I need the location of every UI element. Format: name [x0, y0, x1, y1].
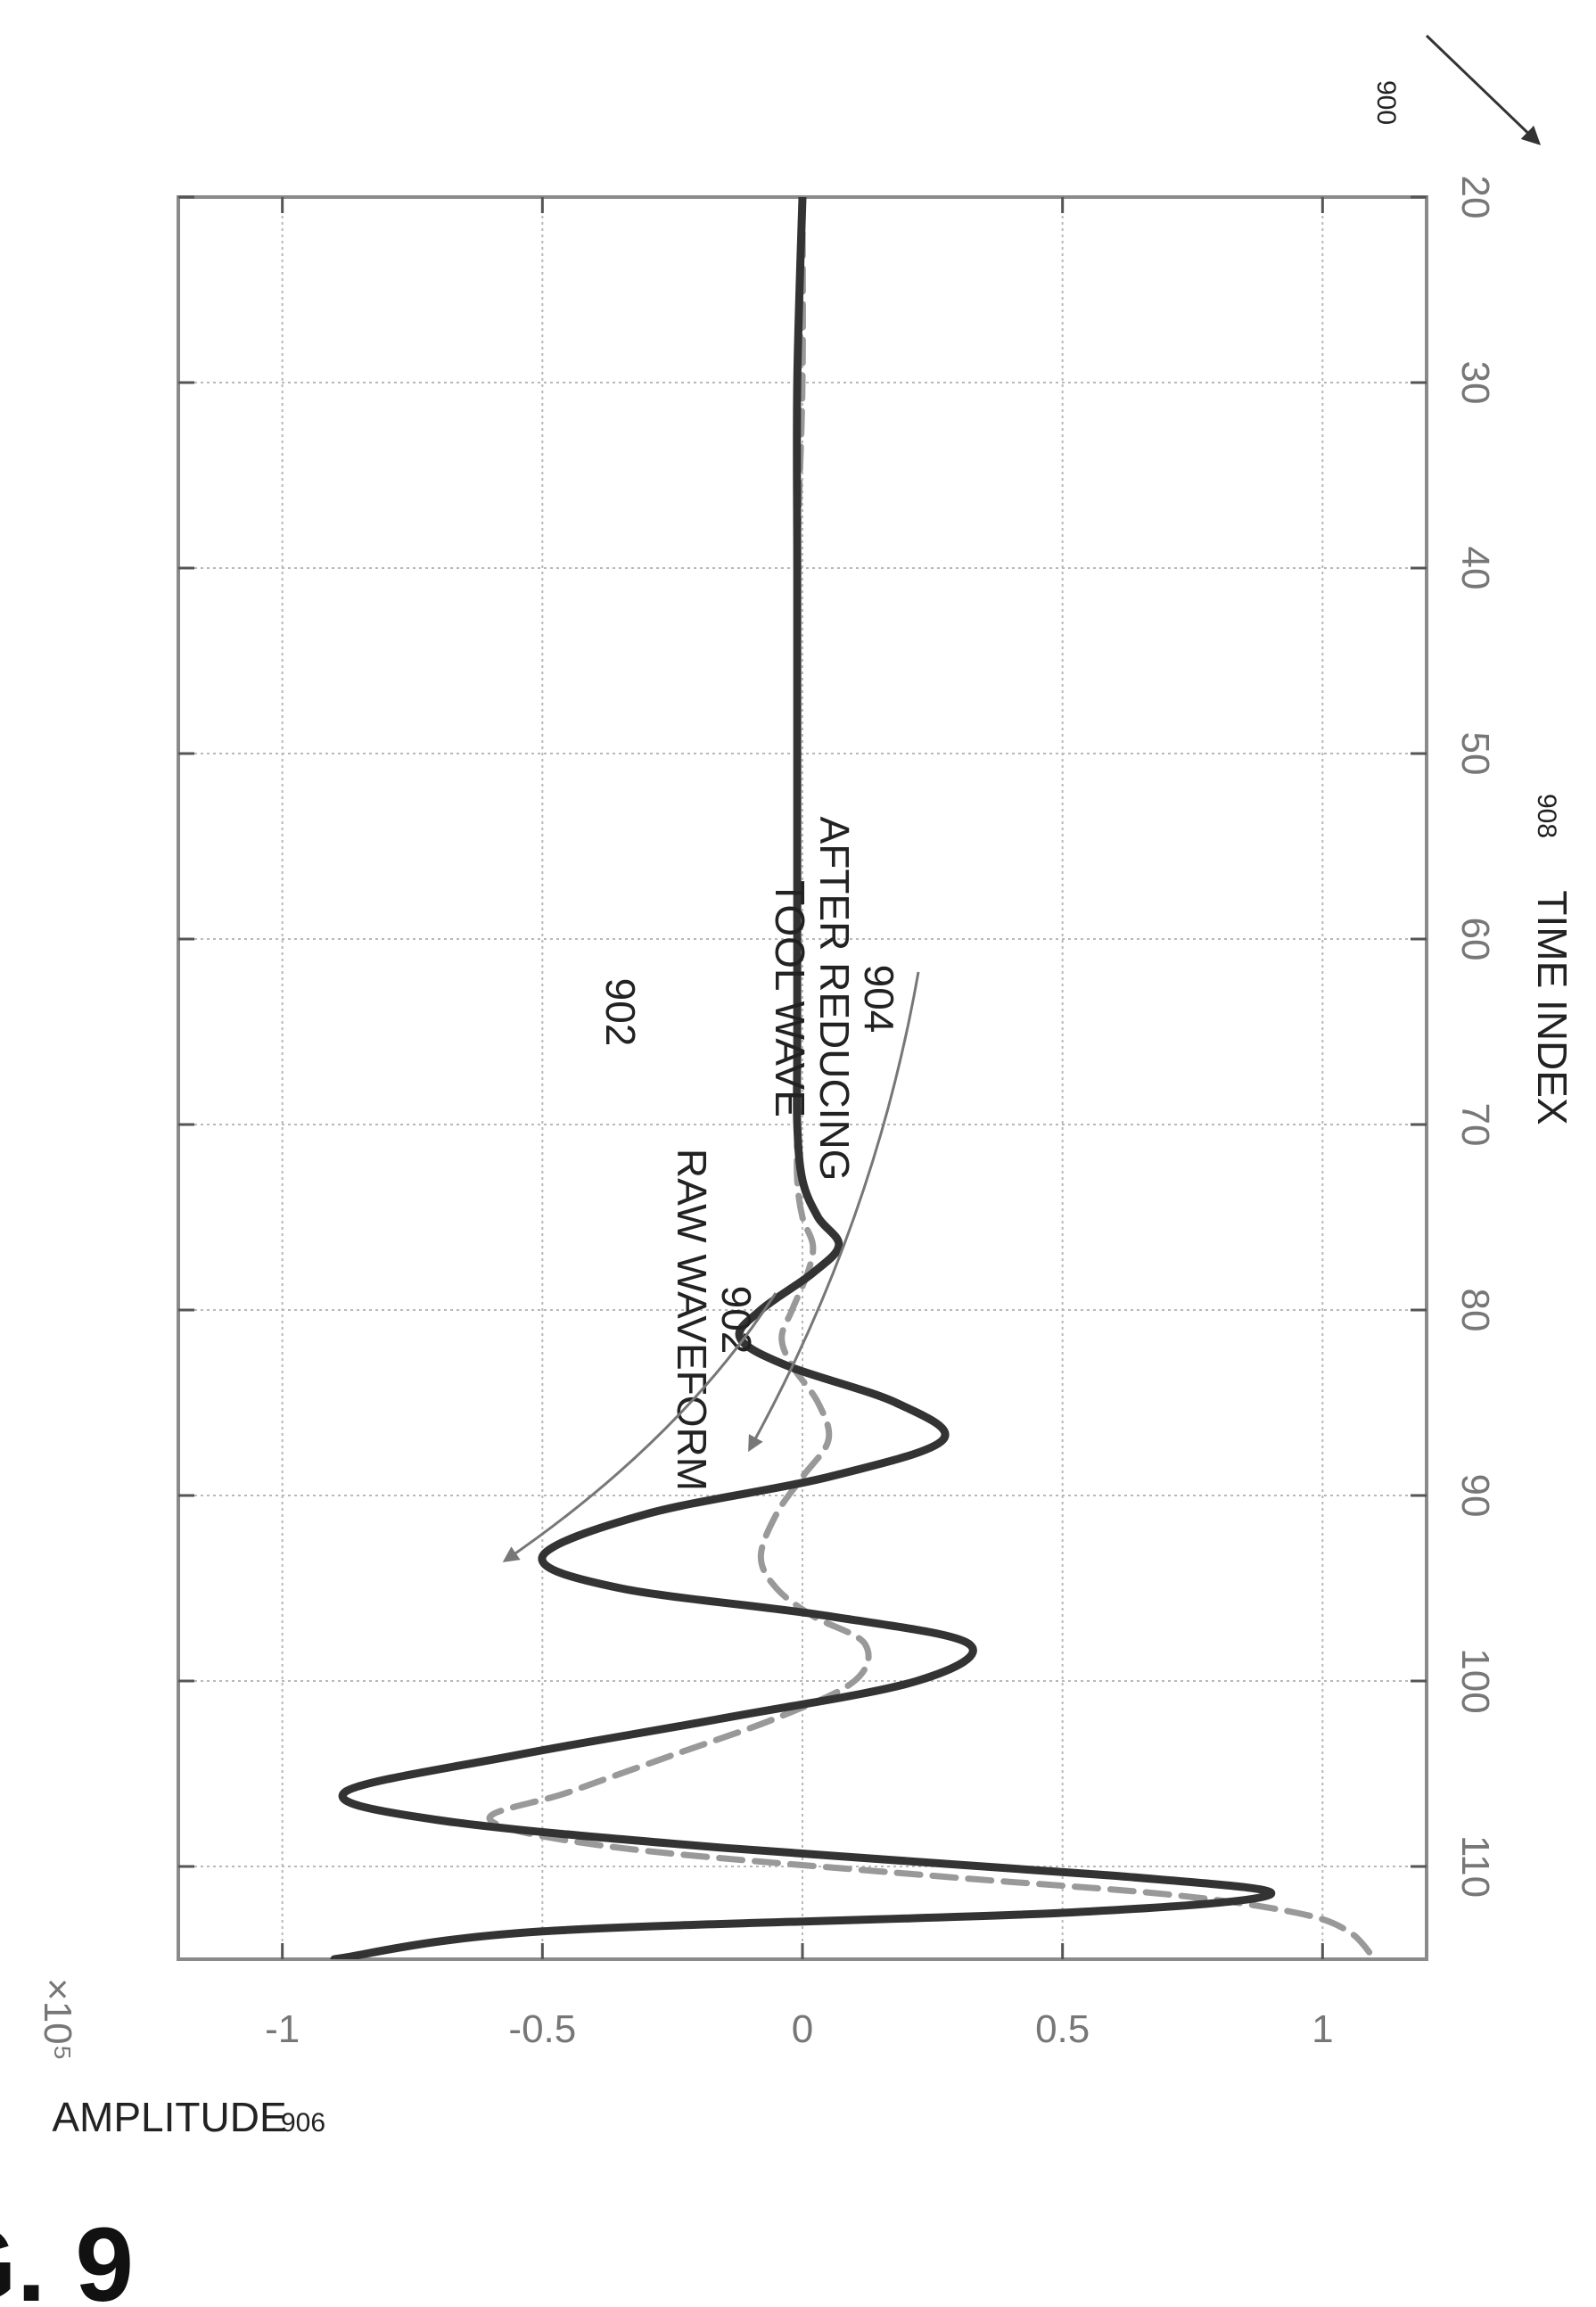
- y-axis-title: AMPLITUDE: [52, 2094, 286, 2140]
- y-tick-label: 0: [792, 2007, 813, 2051]
- x-tick-label: 30: [1453, 361, 1497, 405]
- figure-ref-arrow: [1425, 34, 1542, 145]
- annotation-leader-arrow: [748, 971, 920, 1453]
- y-tick-label: 0.5: [1035, 2007, 1090, 2051]
- figure-label: FIG. 9: [0, 2206, 134, 2307]
- y-axis-ref-number: 906: [281, 2108, 325, 2138]
- annotation-leader-arrow: [502, 1292, 777, 1562]
- extra-ref-label: 902: [597, 978, 644, 1047]
- x-tick-label: 90: [1453, 1474, 1497, 1518]
- y-tick-labels: -1 -0.5 0 0.5 1: [265, 2007, 1333, 2051]
- figure-ref-number: 900: [1371, 80, 1401, 125]
- x-tick-label: 80: [1453, 1289, 1497, 1332]
- annotation-text: TOOL WAVE: [767, 880, 813, 1117]
- x-tick-label: 40: [1453, 547, 1497, 590]
- y-tick-label: -0.5: [508, 2007, 576, 2051]
- x-tick-label: 20: [1453, 176, 1497, 219]
- y-tick-label: -1: [265, 2007, 300, 2051]
- x-tick-label: 110: [1453, 1835, 1497, 1898]
- x-tick-label: 60: [1453, 918, 1497, 961]
- annotation-ref-904: 904: [856, 965, 902, 1034]
- annotation-text: AFTER REDUCING: [811, 817, 858, 1182]
- series-line-902: [330, 197, 1276, 1959]
- series-line-904: [486, 197, 1378, 1959]
- y-multiplier-label: ×10⁵: [36, 1978, 79, 2061]
- annotation-ref-902: 902: [713, 1286, 760, 1355]
- x-tick-label: 70: [1453, 1103, 1497, 1147]
- x-tick-labels: 20 30 40 50 60 70 80 90 100 110: [1453, 176, 1497, 1899]
- annotation-text: RAW WAVEFORM: [669, 1149, 715, 1491]
- x-tick-label: 100: [1453, 1648, 1497, 1713]
- x-axis-ref-number: 908: [1532, 794, 1561, 838]
- x-axis-title: TIME INDEX: [1529, 890, 1575, 1125]
- y-tick-label: 1: [1312, 2007, 1333, 2051]
- x-tick-label: 50: [1453, 732, 1497, 776]
- data-series: [330, 197, 1378, 1959]
